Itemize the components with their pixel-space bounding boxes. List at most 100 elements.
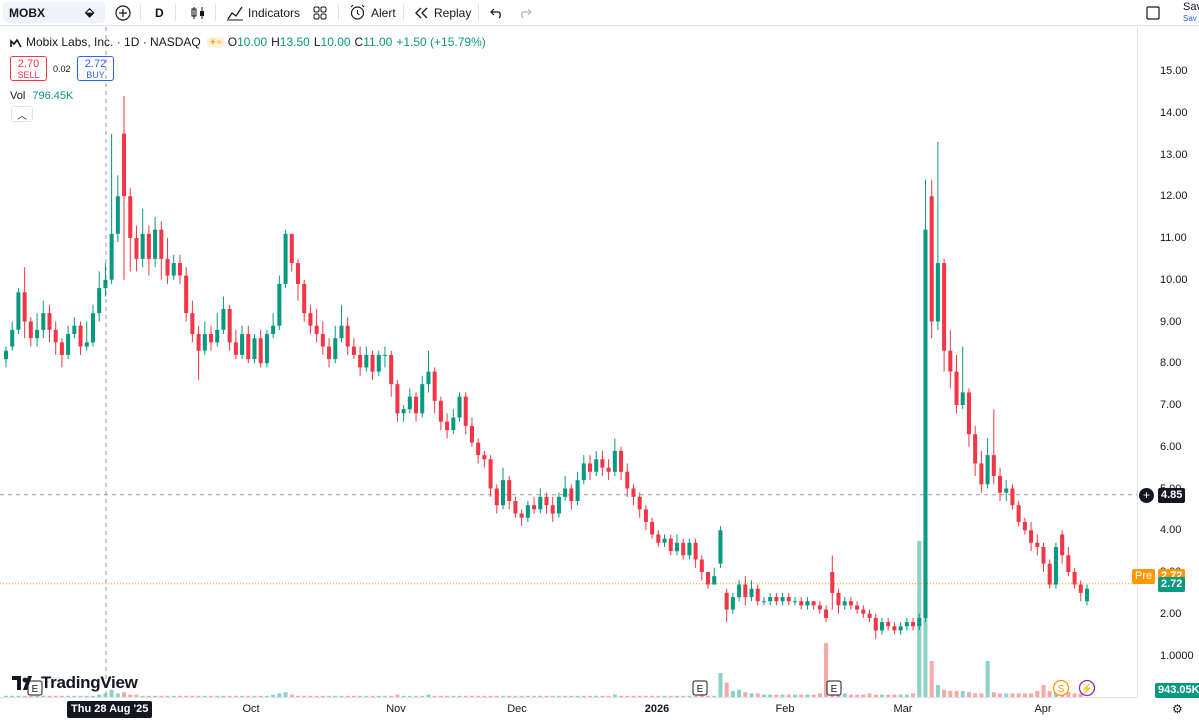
volume-bar xyxy=(252,695,257,697)
series-legend: Mobix Labs, Inc. · 1D · NASDAQ ☀≈ O 10.00… xyxy=(10,35,486,49)
add-symbol-icon[interactable] xyxy=(112,2,134,23)
volume-bar xyxy=(718,673,723,697)
candle-body xyxy=(463,396,468,426)
candle-body xyxy=(208,334,214,343)
volume-bar xyxy=(190,695,195,697)
candle-body xyxy=(668,538,673,552)
candle-body xyxy=(923,229,928,618)
candle-body xyxy=(1035,542,1040,547)
volume-bar xyxy=(532,695,537,697)
volume-bar xyxy=(811,694,816,697)
volume-bar xyxy=(525,695,530,697)
volume-bar xyxy=(221,695,226,697)
volume-bar xyxy=(376,695,381,697)
volume-bar xyxy=(792,694,798,697)
alert-button[interactable]: Alert xyxy=(349,0,396,25)
volume-bar xyxy=(979,693,984,697)
price-tick-label: 4.00 xyxy=(1160,524,1182,537)
candle-body xyxy=(221,308,226,330)
candle-body xyxy=(904,622,909,627)
candle-body xyxy=(867,613,872,618)
candle-body xyxy=(246,334,251,360)
toolbar-separator xyxy=(215,4,216,21)
candle-body xyxy=(1022,521,1027,531)
volume-bar xyxy=(295,695,301,697)
volume-bar xyxy=(724,682,729,697)
buy-button[interactable]: 2.72 BUY xyxy=(77,56,114,81)
price-tick-label: 11.00 xyxy=(1160,232,1187,244)
candle-body xyxy=(786,597,791,602)
volume-bar xyxy=(892,694,897,697)
candle-body xyxy=(53,329,58,343)
volume-bar xyxy=(171,695,176,697)
replay-button[interactable]: Replay xyxy=(413,0,471,25)
candle-body xyxy=(687,542,692,556)
volume-bar xyxy=(948,691,953,697)
save-sub-label: Sav xyxy=(1183,14,1197,23)
candle-body xyxy=(165,258,170,276)
buy-label: BUY xyxy=(86,70,105,80)
volume-bar xyxy=(699,694,704,697)
settings-gear-icon[interactable]: ⚙ xyxy=(1172,702,1183,716)
candle-body xyxy=(500,480,506,506)
candle-body xyxy=(314,325,319,335)
volume-bar xyxy=(208,695,214,697)
time-tick-label: Feb xyxy=(775,703,795,715)
volume-bar xyxy=(625,695,630,697)
candle-body xyxy=(184,275,189,314)
candle-body xyxy=(824,609,829,618)
fullscreen-icon[interactable] xyxy=(1142,2,1164,23)
price-axis[interactable]: 15.00 14.00 13.00 12.00 11.00 10.00 9.00 8.00 7.… xyxy=(1132,27,1199,698)
event-marker-label: E xyxy=(831,684,838,695)
volume-bar xyxy=(575,695,580,697)
candle-body xyxy=(550,505,555,514)
symbol-search[interactable]: MOBX ⬙ xyxy=(3,2,105,23)
candle-body xyxy=(146,233,151,259)
volume-bar xyxy=(109,689,114,697)
volume-bar xyxy=(761,694,766,697)
candle-body xyxy=(998,475,1003,493)
undo-icon[interactable] xyxy=(486,2,508,23)
volume-bar xyxy=(544,695,549,697)
candle-body xyxy=(643,509,648,522)
volume-bar xyxy=(656,695,661,697)
collapse-legend-button[interactable]: ︿ xyxy=(11,106,33,122)
crosshair-add-icon[interactable]: + xyxy=(1139,487,1154,503)
candle-body xyxy=(1016,505,1021,522)
volume-bar xyxy=(84,695,89,697)
volume-bar xyxy=(1066,692,1071,697)
volume-bar xyxy=(817,693,822,697)
candle-body xyxy=(525,505,530,518)
layouts-icon[interactable] xyxy=(309,2,331,23)
crosshair-date-text: Thu 28 Aug '25 xyxy=(71,703,149,715)
save-button[interactable]: Sav Sav xyxy=(1183,2,1199,24)
candle-body xyxy=(351,346,356,355)
volume-bar xyxy=(662,695,667,697)
candle-body xyxy=(202,334,207,351)
volume-bar xyxy=(991,692,996,697)
sell-button[interactable]: 2.70 SELL xyxy=(10,56,47,81)
time-axis[interactable]: Thu 28 Aug '25 Oct Nov Dec 2026 Feb Mar Apr ⚙ xyxy=(0,697,1183,720)
interval-button[interactable]: D xyxy=(155,0,164,25)
candle-body xyxy=(724,592,729,610)
alert-label: Alert xyxy=(371,5,396,20)
candle-body xyxy=(538,496,543,510)
volume-bar xyxy=(457,695,462,697)
indicators-button[interactable]: Indicators xyxy=(226,0,300,25)
volume-bar xyxy=(1029,693,1034,697)
volume-bar xyxy=(438,695,443,697)
candle-body xyxy=(227,308,232,343)
candle-type-icon[interactable] xyxy=(187,2,209,23)
volume-bar xyxy=(271,694,276,697)
candle-body xyxy=(848,601,853,606)
compare-toggle-icon[interactable]: ⬙ xyxy=(85,5,95,19)
volume-bar xyxy=(407,695,412,697)
candle-body xyxy=(898,626,903,631)
tradingview-logo[interactable]: TradingView xyxy=(12,673,138,693)
price-chart[interactable]: E E E S ⚡ xyxy=(0,27,1137,697)
redo-icon[interactable] xyxy=(514,2,536,23)
volume-bar xyxy=(35,695,40,697)
candle-body xyxy=(84,342,89,347)
volume-bar xyxy=(432,695,437,697)
volume-bar xyxy=(650,695,655,697)
